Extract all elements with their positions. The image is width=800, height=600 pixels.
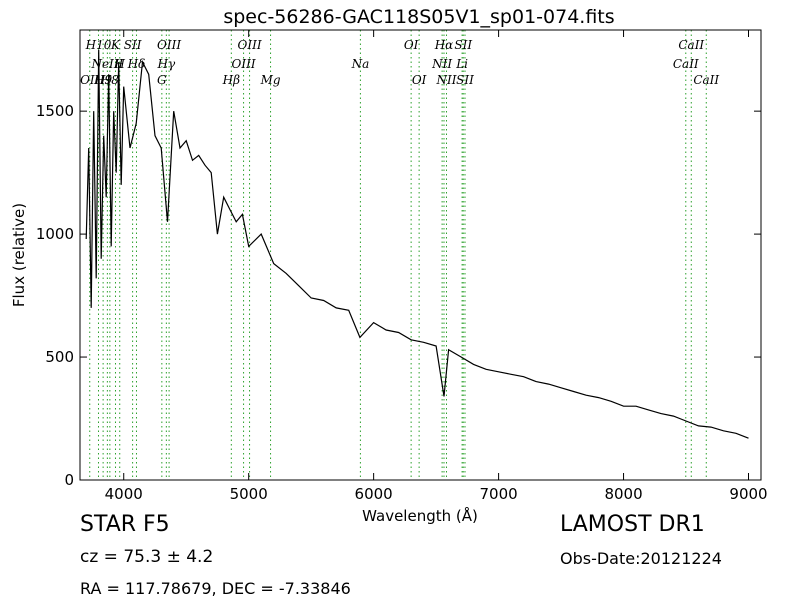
line-label: Hα [434, 38, 454, 52]
line-label: OII [80, 73, 100, 87]
redshift-label: cz = 75.3 ± 4.2 [80, 547, 214, 567]
line-label: K [110, 38, 121, 52]
chart-title: spec-56286-GAC118S05V1_sp01-074.fits [223, 6, 614, 28]
emission-line-markers [89, 30, 707, 480]
spectrum-line [85, 49, 749, 439]
coordinates-label: RA = 117.78679, DEC = -7.33846 [80, 579, 351, 598]
obs-date-label: Obs-Date:20121224 [560, 549, 722, 568]
line-label: SII [454, 38, 472, 52]
line-label: H10 [85, 38, 112, 52]
x-tick-label: 5000 [230, 485, 268, 503]
y-tick-label: 0 [64, 471, 74, 489]
y-tick-label: 1000 [36, 225, 74, 243]
y-axis-ticks: 0 500 1000 1500 [36, 102, 761, 489]
x-tick-label: 8000 [604, 485, 642, 503]
line-label: Mg [260, 73, 281, 87]
line-label: CaII [673, 57, 699, 71]
line-label: OIII [157, 38, 181, 52]
emission-line-labels: OIIH10H9NeIIIH8KHSIIHδGHγOIIIHβOIIIOIIIM… [80, 38, 719, 87]
x-axis-ticks: 4000 5000 6000 7000 8000 9000 [105, 30, 768, 503]
line-label: Na [351, 57, 370, 71]
x-tick-label: 7000 [480, 485, 518, 503]
line-label: SII [124, 38, 142, 52]
y-tick-label: 1500 [36, 102, 74, 120]
line-label: OIII [238, 38, 262, 52]
spectral-class-label: STAR F5 [80, 512, 170, 537]
plot-frame [79, 29, 762, 481]
x-tick-label: 4000 [105, 485, 143, 503]
x-axis-label: Wavelength (Å) [362, 506, 478, 525]
line-label: Hδ [127, 57, 146, 71]
y-axis-label: Flux (relative) [10, 203, 28, 307]
line-label: Hβ [222, 73, 240, 87]
line-label: OIII [232, 57, 256, 71]
line-label: NII [435, 73, 456, 87]
x-tick-label: 6000 [355, 485, 393, 503]
line-label: H8 [100, 73, 119, 87]
line-label: NII [431, 57, 452, 71]
line-label: Hγ [157, 57, 176, 71]
line-label: H [114, 57, 126, 71]
survey-label: LAMOST DR1 [560, 512, 705, 537]
line-label: CaII [693, 73, 719, 87]
line-label: CaII [678, 38, 704, 52]
line-label: Li [455, 57, 468, 71]
line-label: OI [412, 73, 427, 87]
line-label: SII [456, 73, 474, 87]
line-label: OI [404, 38, 419, 52]
line-label: G [157, 73, 167, 87]
x-tick-label: 9000 [729, 485, 767, 503]
y-tick-label: 500 [45, 348, 74, 366]
